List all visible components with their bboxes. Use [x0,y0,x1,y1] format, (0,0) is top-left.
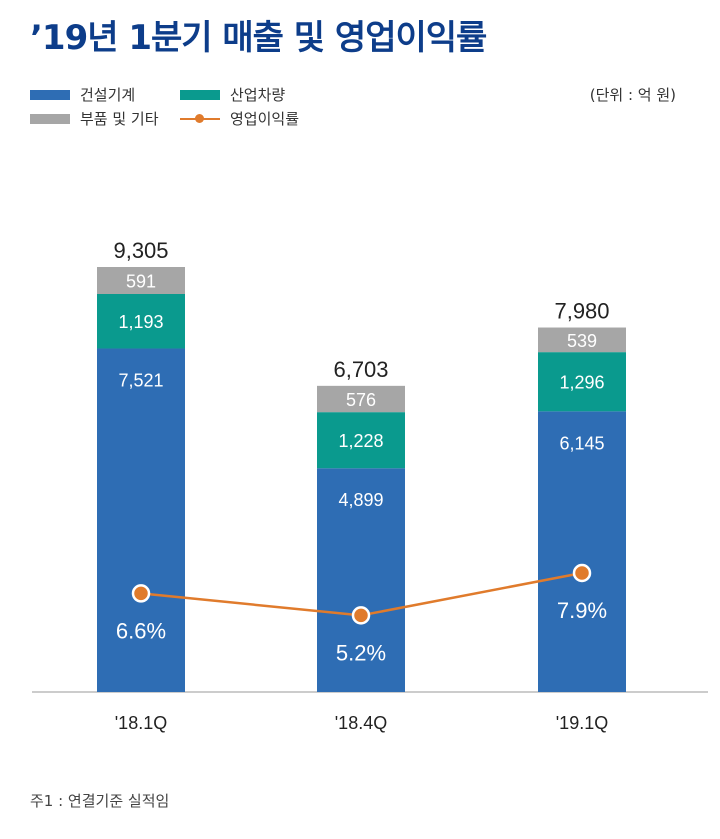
legend-swatch [180,89,220,100]
legend-item: 건설기계 [30,84,135,105]
legend-label: 영업이익률 [230,110,300,128]
bar-segment [97,267,185,294]
bar-segment-label: 1,296 [559,373,604,393]
bar-segment [97,293,185,349]
x-tick-label: '19.1Q [556,713,608,733]
line-point-label: 5.2% [336,640,386,665]
bar-total-label: 7,980 [554,299,609,324]
bar-segment-label: 591 [126,271,156,291]
bar-segment [317,468,405,692]
legend-item: 산업차량 [180,84,285,105]
bar-segment [538,327,626,353]
line-point [131,584,151,603]
legend-swatch [30,113,70,124]
bar-total-label: 6,703 [333,357,388,382]
legend-label: 산업차량 [230,86,286,104]
bar-segment-label: 576 [346,390,376,410]
line-point-label: 6.6% [116,618,166,643]
legend-label: 부품 및 기타 [80,110,159,128]
bar-segment [317,385,405,413]
page-title: ’19년 1분기 매출 및 영업이익률 [30,18,487,58]
bar-segment [97,348,185,692]
stacked-bar-chart: 7,521 1,193 591 9,305 '18.1Q 4,899 1,228 576 6,7… [32,238,708,733]
legend-item: 영업이익률 [180,108,299,129]
bar-segment [317,412,405,469]
bar-segment-label: 1,228 [338,431,383,451]
bar-segment-label: 539 [567,331,597,351]
footnote: 주1 : 연결기준 실적임 [30,792,170,810]
bar-segment-label: 6,145 [559,433,604,453]
bar-segment-label: 1,193 [118,312,163,332]
bar-segment-label: 4,899 [338,490,383,510]
line-point [351,606,371,625]
x-tick-label: '18.1Q [115,713,167,733]
bar-segment [538,352,626,412]
line-point [572,563,592,583]
unit-label: (단위 : 억 원) [589,86,676,104]
legend-label: 건설기계 [80,86,136,104]
bar-segment [538,411,626,692]
legend-line-swatch [180,113,220,125]
x-tick-label: '18.4Q [335,713,387,733]
legend-swatch [30,89,70,100]
bar-total-label: 9,305 [113,238,168,263]
bar-segment-label: 7,521 [118,370,163,390]
line-point-label: 7.9% [557,598,607,623]
legend-item: 부품 및 기타 [30,108,159,129]
